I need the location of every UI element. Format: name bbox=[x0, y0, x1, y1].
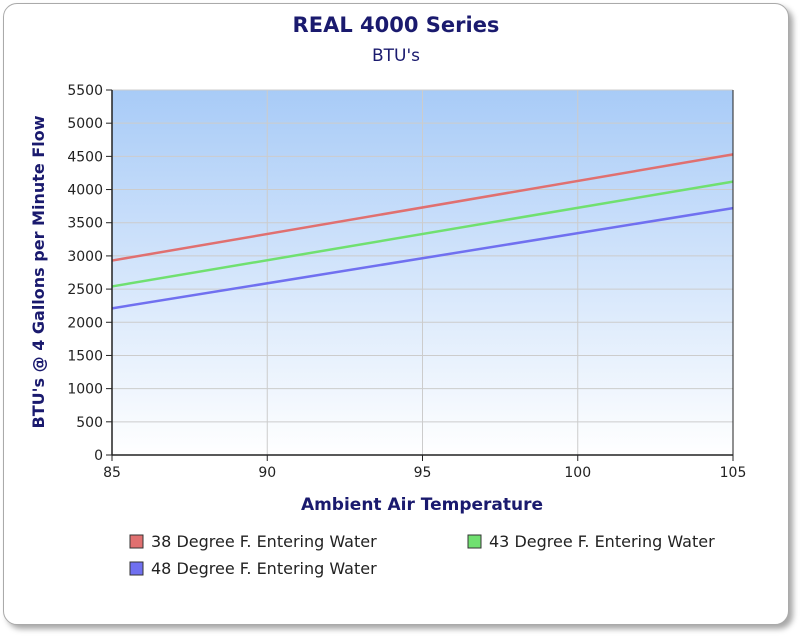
y-tick-label: 3500 bbox=[67, 216, 103, 232]
chart-title: REAL 4000 Series bbox=[293, 13, 500, 37]
y-tick-label: 5500 bbox=[67, 83, 103, 99]
x-axis-label: Ambient Air Temperature bbox=[301, 495, 543, 515]
series-line-2 bbox=[111, 180, 734, 288]
legend-label: 38 Degree F. Entering Water bbox=[151, 532, 377, 551]
legend-label: 48 Degree F. Entering Water bbox=[151, 559, 377, 578]
legend-swatch bbox=[129, 561, 144, 576]
legend-swatch bbox=[129, 534, 144, 549]
x-tick-label: 100 bbox=[564, 465, 591, 481]
y-tick-label: 2500 bbox=[67, 282, 103, 298]
y-tick-label: 0 bbox=[94, 448, 103, 464]
y-tick-label: 3000 bbox=[67, 249, 103, 265]
legend-label: 43 Degree F. Entering Water bbox=[489, 532, 715, 551]
series-line-3 bbox=[111, 206, 734, 310]
y-tick-label: 4500 bbox=[67, 149, 103, 165]
y-tick-label: 4000 bbox=[67, 183, 103, 199]
series-line-1 bbox=[111, 153, 734, 262]
y-axis-label: BTU's @ 4 Gallons per Minute Flow bbox=[29, 115, 48, 428]
y-tick-label: 1500 bbox=[67, 348, 103, 364]
y-tick-label: 5000 bbox=[67, 116, 103, 132]
x-tick-label: 90 bbox=[258, 465, 276, 481]
x-tick-label: 105 bbox=[720, 465, 747, 481]
x-tick-label: 95 bbox=[414, 465, 432, 481]
y-tick-label: 2000 bbox=[67, 315, 103, 331]
legend-swatch bbox=[467, 534, 482, 549]
x-tick-label: 85 bbox=[103, 465, 121, 481]
y-tick-label: 1000 bbox=[67, 382, 103, 398]
chart-subtitle: BTU's bbox=[372, 46, 420, 66]
y-tick-label: 500 bbox=[76, 415, 103, 431]
